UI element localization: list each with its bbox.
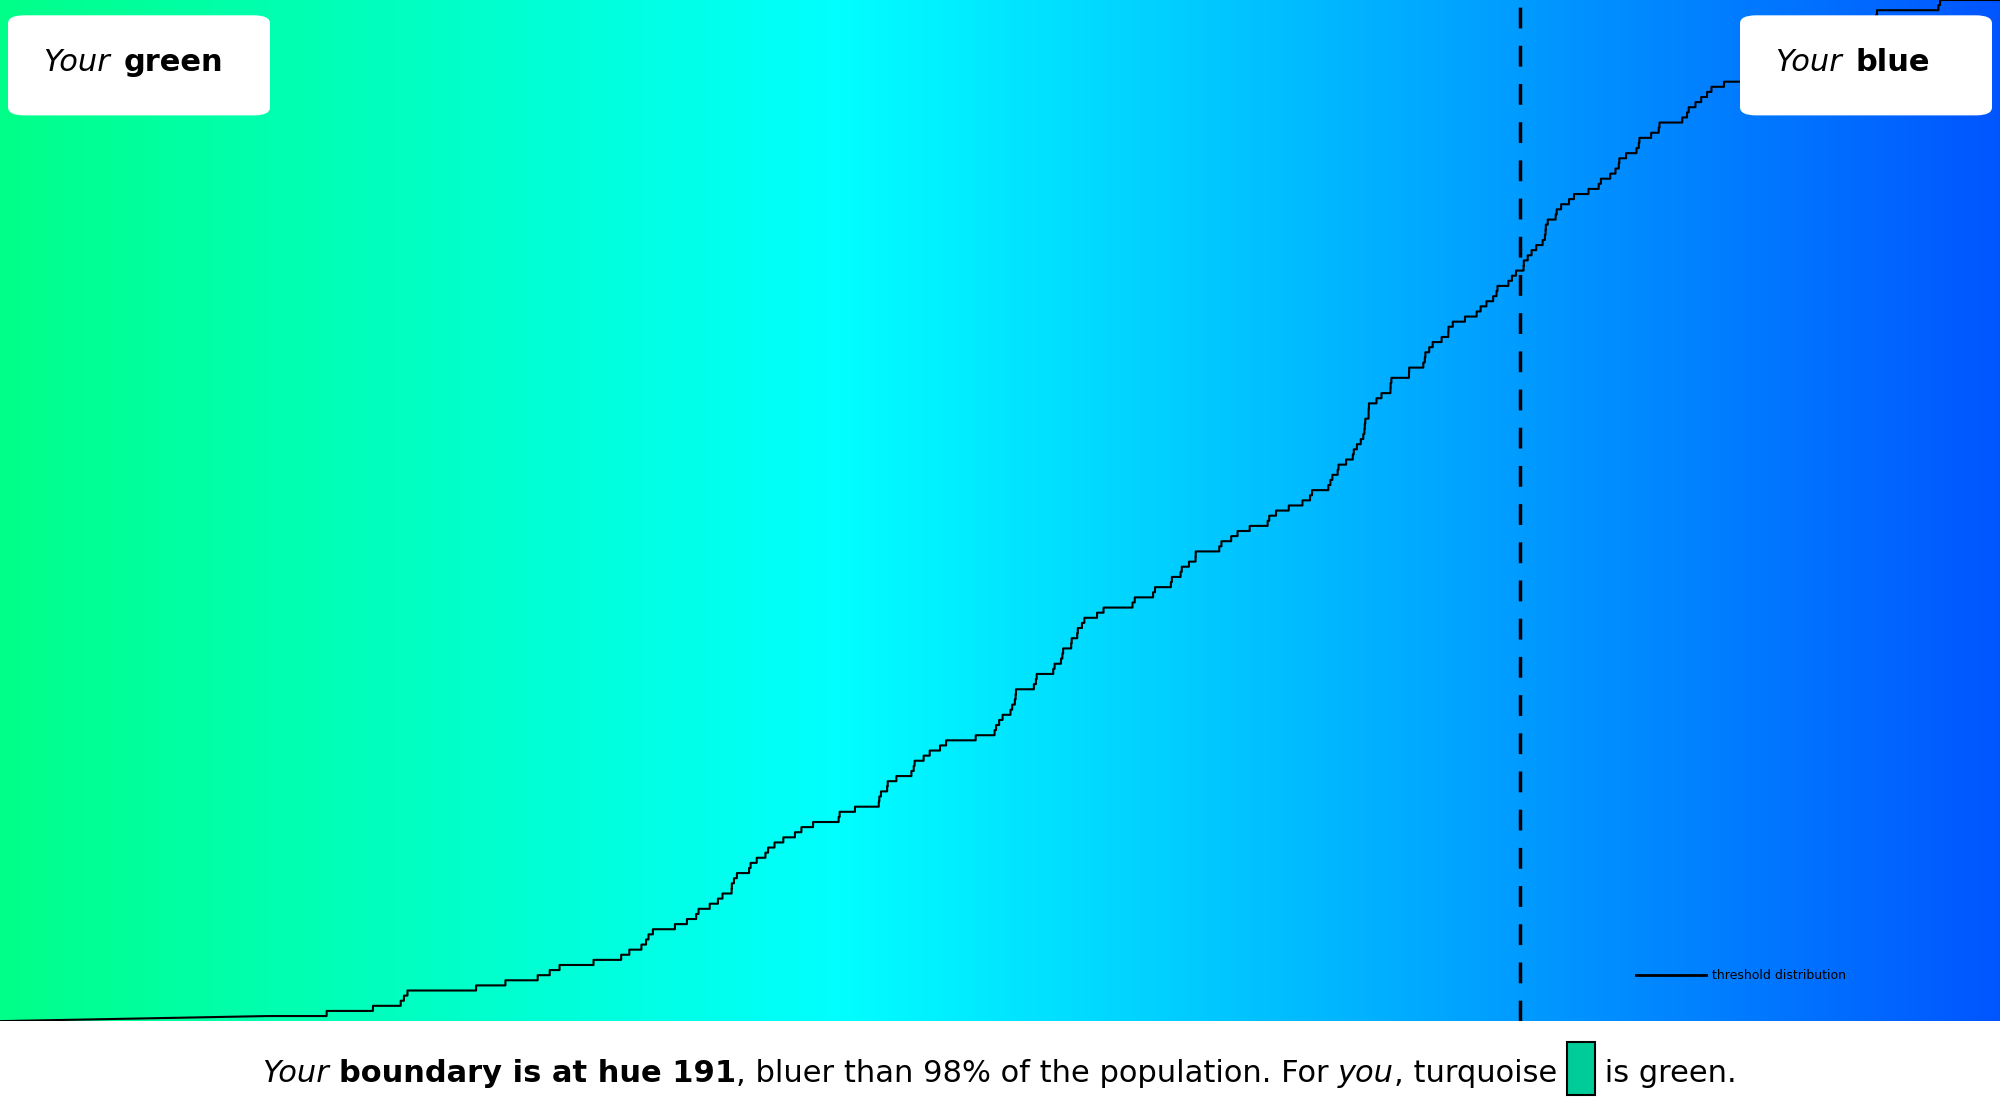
Text: , bluer than 98% of the population. For: , bluer than 98% of the population. For xyxy=(736,1059,1338,1088)
Bar xyxy=(1568,1042,1596,1095)
Text: boundary is at hue 191: boundary is at hue 191 xyxy=(338,1059,736,1088)
Text: Your: Your xyxy=(1776,48,1852,77)
Text: green: green xyxy=(124,48,224,77)
Text: blue: blue xyxy=(1856,48,1930,77)
Text: , turquoise: , turquoise xyxy=(1394,1059,1568,1088)
Text: you: you xyxy=(1338,1059,1394,1088)
FancyBboxPatch shape xyxy=(1740,16,1992,115)
Text: threshold distribution: threshold distribution xyxy=(1712,969,1846,982)
FancyBboxPatch shape xyxy=(8,16,270,115)
Text: is green.: is green. xyxy=(1596,1059,1736,1088)
Text: Your: Your xyxy=(44,48,120,77)
Text: Your: Your xyxy=(264,1059,338,1088)
